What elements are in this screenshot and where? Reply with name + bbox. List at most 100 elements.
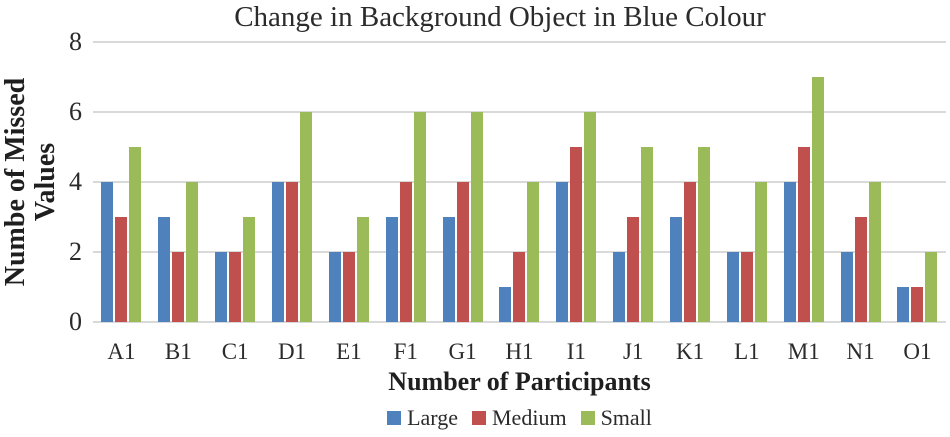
y-tick-label-2: 2: [69, 237, 82, 266]
bar-medium-h1: [513, 252, 526, 322]
bar-medium-m1: [797, 147, 810, 322]
bar-group-k1: [662, 42, 719, 322]
bar-large-k1: [670, 217, 683, 322]
bar-small-j1: [641, 147, 654, 322]
bars-row: [93, 42, 946, 322]
legend-swatch-small: [580, 411, 595, 425]
bar-large-m1: [783, 182, 796, 322]
bar-small-d1: [300, 112, 312, 322]
x-tick-label-l1: L1: [734, 339, 760, 364]
y-tick-label-6: 6: [69, 97, 82, 126]
bar-small-c1: [243, 217, 256, 322]
y-tick-label-0: 0: [69, 307, 82, 336]
x-tick-label-c1: C1: [221, 339, 249, 364]
bar-medium-n1: [854, 217, 867, 322]
y-axis-label-line1: Numbe of Missed: [0, 77, 31, 287]
gridline-8: [93, 41, 946, 43]
legend-swatch-large: [387, 411, 402, 425]
x-tick-label-n1: N1: [846, 339, 875, 364]
gridline-6: [93, 111, 946, 113]
legend-label-large: Large: [407, 405, 458, 430]
bar-large-l1: [726, 252, 739, 322]
x-tick-label-e1: E1: [336, 339, 362, 364]
bar-group-e1: [320, 42, 377, 322]
bar-large-j1: [613, 252, 626, 322]
x-tick-label-i1: I1: [566, 339, 586, 364]
bar-large-e1: [328, 252, 341, 322]
legend-label-medium: Medium: [492, 405, 567, 430]
bar-group-d1: [264, 42, 321, 322]
bar-medium-c1: [229, 252, 242, 322]
x-tick-label-j1: J1: [622, 339, 644, 364]
x-tick-label-g1: G1: [448, 339, 477, 364]
bar-small-b1: [186, 182, 199, 322]
x-tick-label-o1: O1: [903, 339, 932, 364]
bar-medium-d1: [286, 182, 298, 322]
bar-medium-o1: [911, 287, 924, 322]
bar-large-a1: [101, 182, 114, 322]
bar-medium-j1: [627, 217, 640, 322]
gridline-0: [93, 321, 946, 323]
bar-small-k1: [698, 147, 711, 322]
bar-large-h1: [499, 287, 512, 322]
bar-small-i1: [584, 112, 597, 322]
bar-medium-g1: [456, 182, 469, 322]
legend-label-small: Small: [600, 405, 652, 430]
bar-group-a1: [93, 42, 150, 322]
y-axis-ticks: 8 6 4 2 0: [52, 27, 86, 336]
bar-large-b1: [158, 217, 171, 322]
bar-small-m1: [811, 77, 824, 322]
bar-large-n1: [840, 252, 853, 322]
bar-group-m1: [775, 42, 832, 322]
bar-large-f1: [385, 217, 398, 322]
bar-large-i1: [556, 182, 569, 322]
x-tick-label-k1: K1: [675, 339, 705, 364]
plot-area: [93, 41, 946, 323]
bar-group-f1: [377, 42, 434, 322]
bar-medium-l1: [740, 252, 753, 322]
bar-group-i1: [548, 42, 605, 322]
bar-medium-i1: [570, 147, 583, 322]
bar-group-j1: [605, 42, 662, 322]
bar-large-g1: [442, 217, 455, 322]
bar-group-o1: [889, 42, 946, 322]
x-tick-label-m1: M1: [787, 339, 820, 364]
bar-small-h1: [527, 182, 540, 322]
legend-item-small: Small: [580, 405, 652, 430]
x-tick-label-d1: D1: [277, 339, 307, 364]
bar-medium-a1: [115, 217, 128, 322]
x-tick-label-h1: H1: [505, 339, 534, 364]
bar-large-d1: [272, 182, 284, 322]
bar-small-f1: [413, 112, 426, 322]
bar-small-a1: [129, 147, 142, 322]
bar-group-n1: [832, 42, 889, 322]
legend-swatch-medium: [472, 411, 486, 425]
bar-medium-b1: [172, 252, 185, 322]
bar-group-l1: [718, 42, 775, 322]
bar-small-e1: [356, 217, 369, 322]
bar-small-n1: [868, 182, 881, 322]
y-tick-label-4: 4: [69, 167, 82, 196]
legend: Large Medium Small: [93, 404, 946, 432]
x-tick-label-b1: B1: [164, 339, 192, 364]
bar-group-h1: [491, 42, 548, 322]
bar-small-g1: [470, 112, 483, 322]
bar-group-c1: [207, 42, 264, 322]
legend-item-medium: Medium: [472, 406, 567, 430]
bar-large-o1: [897, 287, 910, 322]
x-axis-title: Number of Participants: [388, 367, 651, 396]
x-tick-label-a1: A1: [107, 339, 136, 364]
x-tick-label-f1: F1: [393, 339, 418, 364]
bar-group-g1: [434, 42, 491, 322]
bar-large-c1: [215, 252, 228, 322]
legend-item-large: Large: [387, 406, 458, 430]
bar-medium-f1: [399, 182, 412, 322]
bar-small-l1: [754, 182, 767, 322]
bar-medium-e1: [342, 252, 355, 322]
x-axis-ticks: A1 B1 C1 D1 E1 F1 G1 H1 I1 J1 K1 L1 M1 N1 O1: [93, 338, 946, 368]
bar-group-b1: [150, 42, 207, 322]
chart-title: Change in Background Object in Blue Colo…: [234, 1, 766, 33]
bar-small-o1: [925, 252, 938, 322]
bar-medium-k1: [684, 182, 697, 322]
